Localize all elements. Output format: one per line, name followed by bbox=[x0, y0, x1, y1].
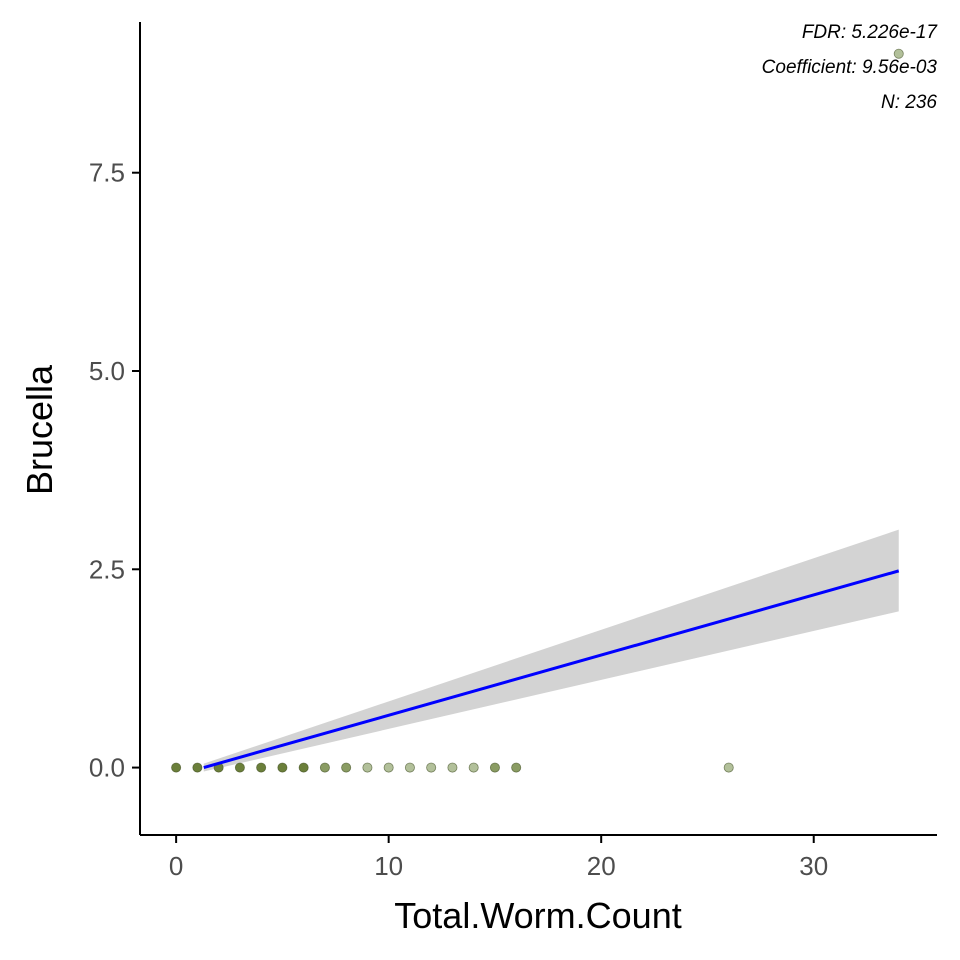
data-point bbox=[468, 762, 479, 773]
data-point bbox=[511, 762, 522, 773]
data-point bbox=[383, 762, 394, 773]
x-tick-label: 30 bbox=[799, 851, 828, 881]
y-tick-label: 7.5 bbox=[89, 158, 125, 188]
data-point bbox=[723, 762, 734, 773]
annotation-n: N: 236 bbox=[881, 92, 937, 113]
data-point bbox=[489, 762, 500, 773]
annotation-fdr: FDR: 5.226e-17 bbox=[802, 22, 939, 43]
annotation-coefficient: Coefficient: 9.56e-03 bbox=[762, 57, 938, 78]
data-point bbox=[319, 762, 330, 773]
x-axis-title: Total.Worm.Count bbox=[394, 895, 681, 936]
data-point bbox=[277, 762, 288, 773]
y-tick-label: 5.0 bbox=[89, 356, 125, 386]
data-point bbox=[192, 762, 203, 773]
y-axis-title: Brucella bbox=[19, 364, 60, 495]
regression-line bbox=[203, 569, 900, 770]
data-point bbox=[362, 762, 373, 773]
x-tick-label: 0 bbox=[169, 851, 183, 881]
data-point bbox=[404, 762, 415, 773]
data-point bbox=[447, 762, 458, 773]
x-tick-label: 20 bbox=[587, 851, 616, 881]
x-tick-label: 10 bbox=[374, 851, 403, 881]
data-point bbox=[298, 762, 309, 773]
data-point bbox=[256, 762, 267, 773]
data-point bbox=[341, 762, 352, 773]
data-point bbox=[171, 762, 182, 773]
y-tick-label: 2.5 bbox=[89, 554, 125, 584]
data-point bbox=[234, 762, 245, 773]
data-point bbox=[893, 48, 904, 59]
y-tick-label: 0.0 bbox=[89, 753, 125, 783]
confidence-band bbox=[203, 529, 899, 772]
data-point bbox=[426, 762, 437, 773]
